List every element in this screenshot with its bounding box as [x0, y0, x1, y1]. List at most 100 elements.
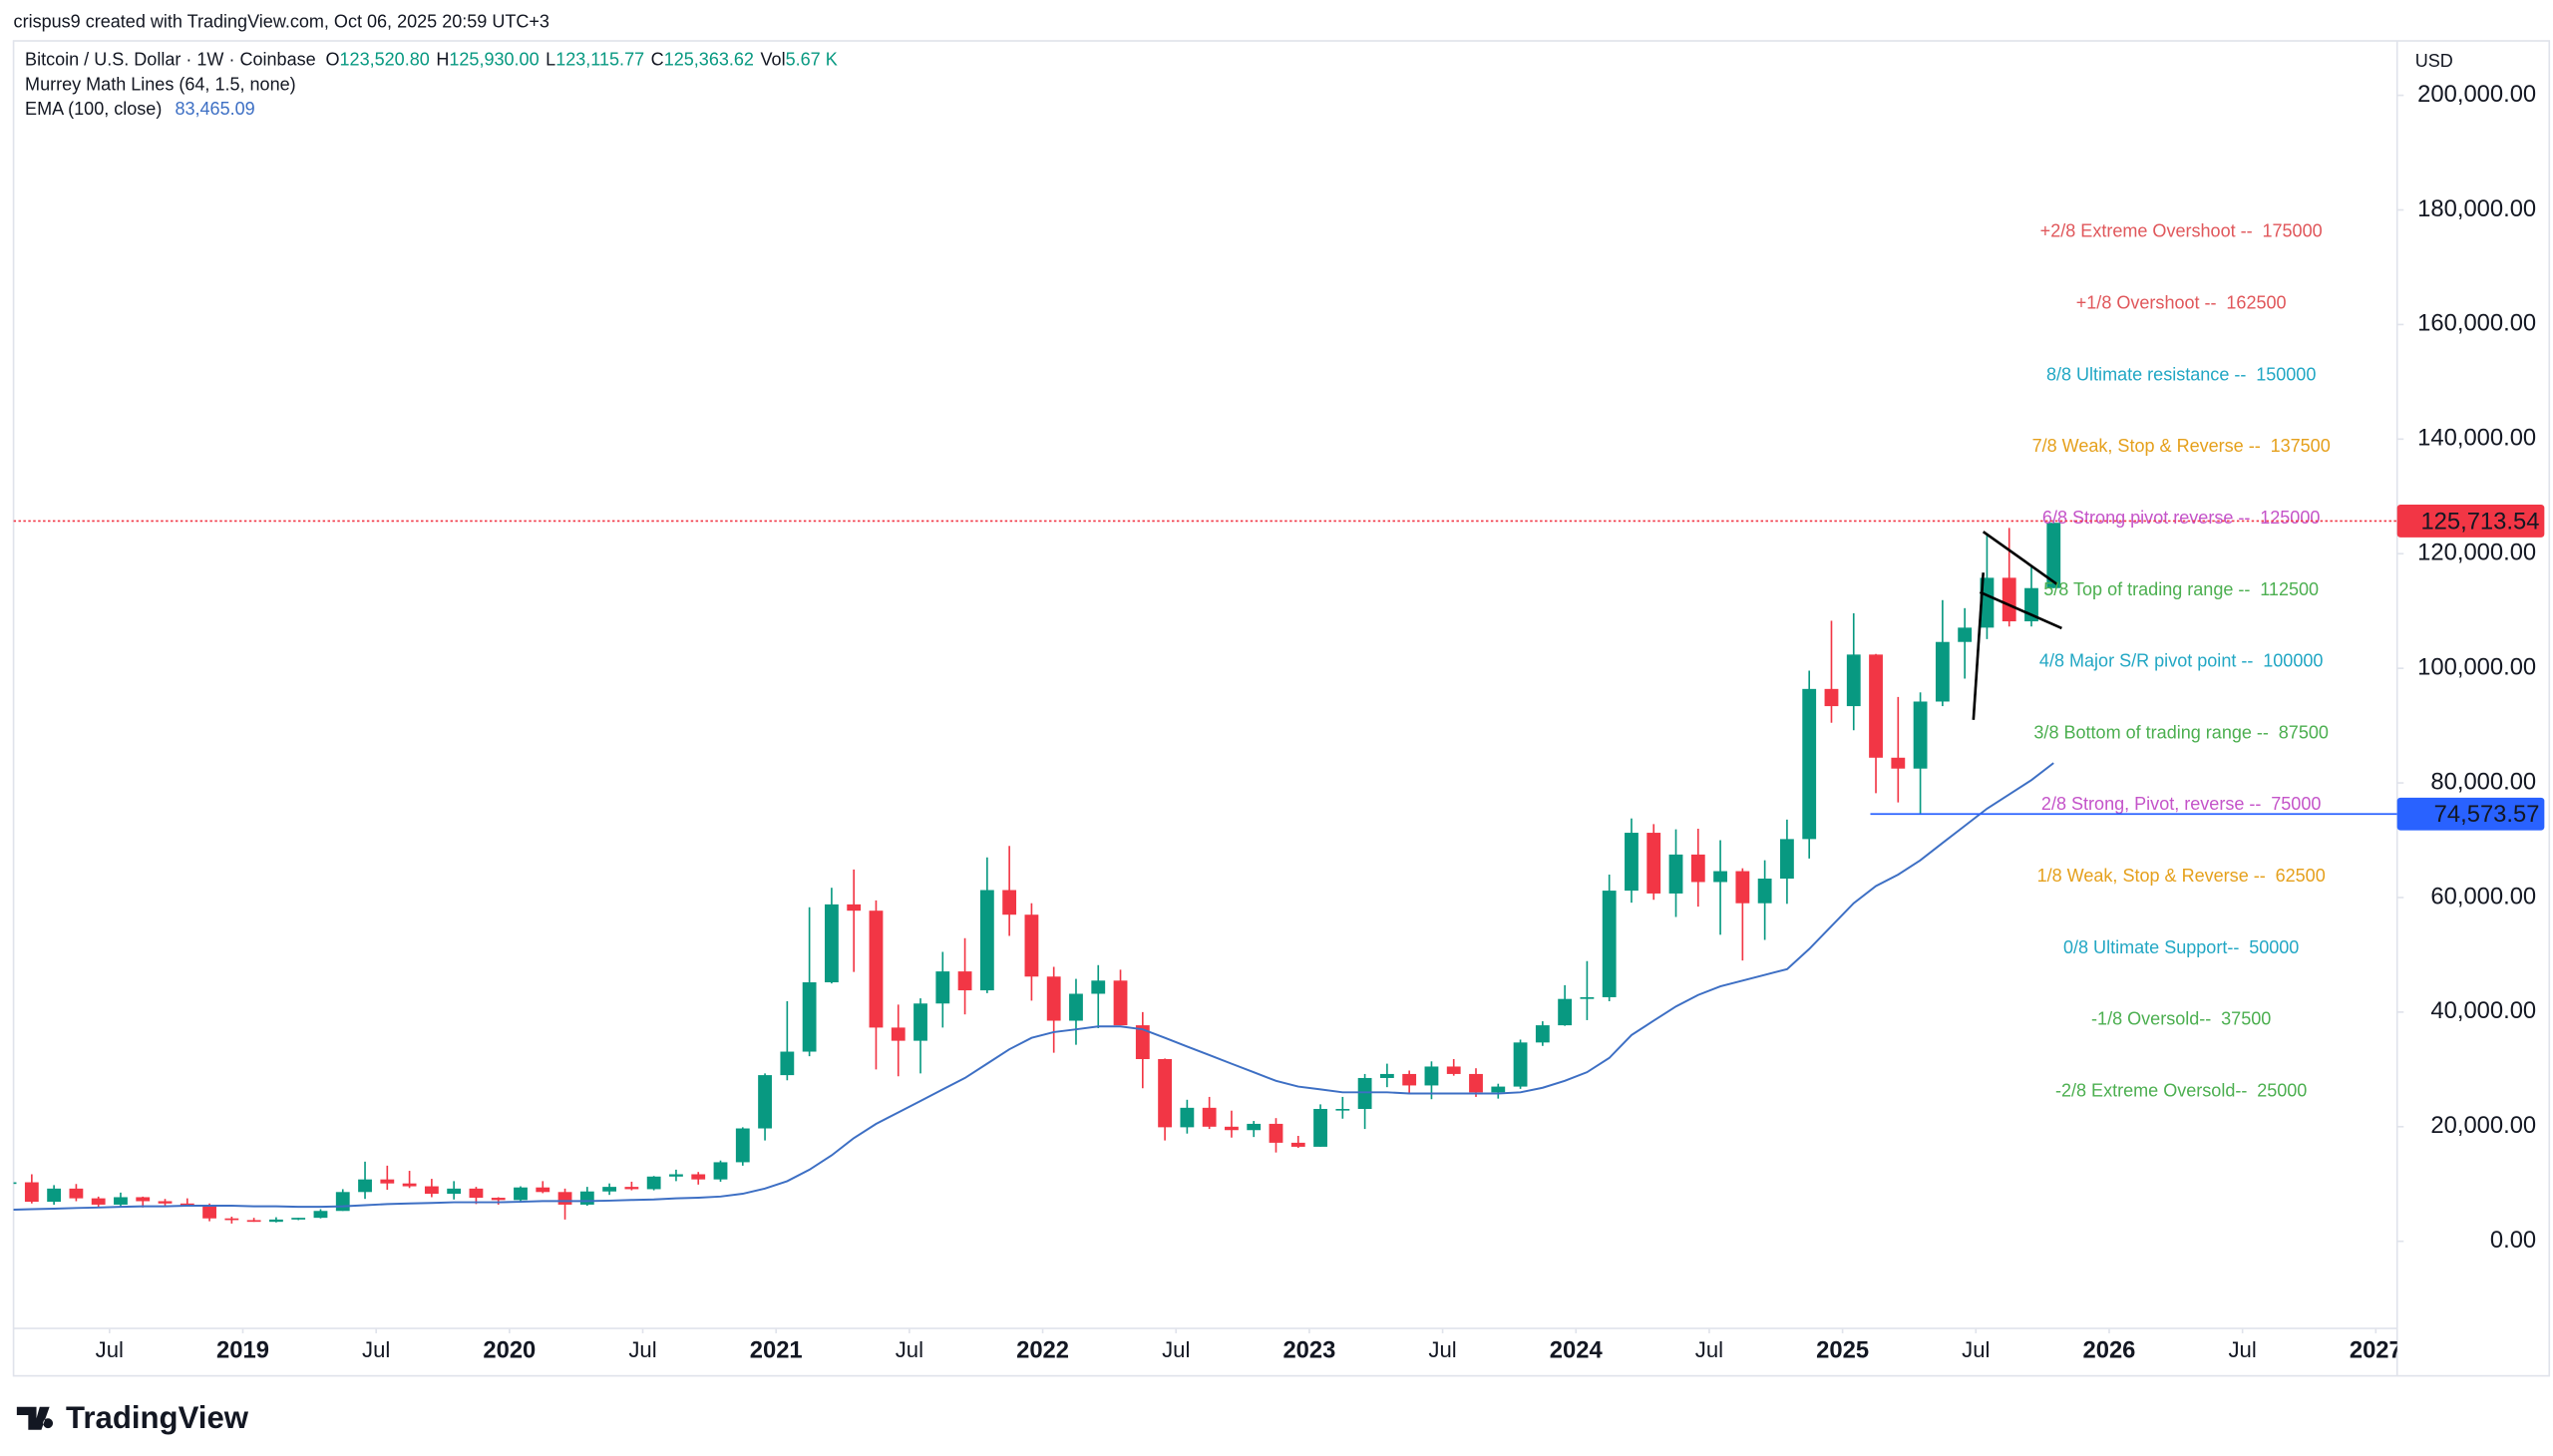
murrey-name: 5/8 Top of trading range --	[2043, 579, 2250, 599]
candle-body	[1024, 914, 1039, 977]
candle-body	[158, 1201, 173, 1204]
candle-body	[1891, 757, 1906, 769]
candle-body	[1379, 1073, 1394, 1078]
murrey-name: 3/8 Bottom of trading range --	[2033, 722, 2269, 742]
candle-body	[1713, 871, 1727, 883]
candle-body	[691, 1174, 706, 1180]
murrey-value: 100000	[2263, 650, 2323, 670]
x-tick-label: Jul	[1162, 1337, 1190, 1362]
candle-body	[1069, 993, 1083, 1021]
y-tick-label: 160,000.00	[2417, 310, 2536, 337]
x-tick-label: 2026	[2083, 1336, 2136, 1363]
murrey-name: 7/8 Weak, Stop & Reverse --	[2032, 436, 2261, 456]
ema-line	[13, 762, 2054, 1211]
candle-body	[1113, 980, 1128, 1026]
chart-frame	[12, 40, 2551, 1377]
candle-body	[1180, 1107, 1195, 1128]
candle-body	[1735, 871, 1750, 904]
candle-body	[1135, 1025, 1150, 1060]
candle-body	[136, 1197, 151, 1202]
indicator-value: 83,465.09	[175, 99, 254, 119]
murrey-value: 112500	[2260, 579, 2319, 599]
candle-body	[1690, 854, 1705, 883]
legend: Bitcoin / U.S. Dollar · 1W · Coinbase O12…	[25, 49, 838, 118]
candle-body	[1558, 998, 1573, 1026]
murrey-value: 50000	[2249, 937, 2299, 957]
murrey-value: 87500	[2279, 722, 2329, 742]
y-tick-label: 80,000.00	[2430, 768, 2536, 795]
murrey-label: 4/8 Major S/R pivot point -- 100000	[2039, 650, 2323, 670]
trend-line	[1979, 590, 2062, 630]
murrey-value: 37500	[2221, 1008, 2271, 1028]
x-tick-label: 2019	[216, 1336, 269, 1363]
ohlc-value: 123,520.80	[340, 49, 430, 69]
candle-body	[91, 1198, 106, 1205]
candle-body	[669, 1174, 683, 1177]
candle-body	[224, 1218, 239, 1221]
candle-body	[114, 1197, 128, 1205]
candle-body	[380, 1179, 395, 1184]
candle-body	[1491, 1086, 1506, 1093]
x-tick-label: Jul	[362, 1337, 390, 1362]
murrey-value: 75000	[2271, 794, 2321, 814]
murrey-label: -1/8 Oversold-- 37500	[2091, 1008, 2271, 1028]
candle-body	[847, 904, 862, 911]
murrey-value: 137500	[2271, 436, 2331, 456]
ohlc-key: L	[546, 49, 555, 69]
murrey-label: 0/8 Ultimate Support-- 50000	[2063, 937, 2299, 957]
candle-body	[1780, 839, 1794, 880]
candle-body	[935, 971, 950, 1004]
murrey-value: 62500	[2276, 866, 2326, 886]
candle-body	[1580, 996, 1595, 999]
y-tick-label: 20,000.00	[2430, 1112, 2536, 1139]
candle-body	[536, 1187, 550, 1193]
currency: USD	[2415, 51, 2453, 71]
x-tick-label: Jul	[1428, 1337, 1456, 1362]
candle-body	[424, 1186, 439, 1195]
candle-body	[1625, 833, 1639, 892]
candle-body	[1446, 1066, 1461, 1074]
candle-body	[824, 904, 839, 983]
candle-body	[402, 1183, 417, 1187]
price-tags: 125,713.54 74,573.57	[2396, 505, 2545, 831]
candle-body	[1602, 891, 1617, 997]
price-tag	[2396, 797, 2545, 831]
murrey-label: 6/8 Strong pivot reverse -- 125000	[2042, 508, 2320, 528]
candle-body	[1846, 654, 1861, 707]
candle-body	[313, 1211, 328, 1219]
candles	[13, 520, 2061, 1224]
candle-body	[957, 971, 972, 991]
candle-body	[979, 890, 994, 991]
ohlc-value: 125,930.00	[449, 49, 539, 69]
candle-body	[1424, 1066, 1439, 1086]
candle-body	[1668, 854, 1683, 894]
candle-body	[24, 1182, 39, 1203]
candle-body	[1046, 976, 1061, 1021]
symbol-line: Bitcoin / U.S. Dollar · 1W · Coinbase O12…	[25, 49, 838, 69]
brand: TradingView	[66, 1400, 249, 1435]
candle-body	[758, 1075, 772, 1129]
price-tag-label: 74,573.57	[2434, 801, 2540, 828]
candle-body	[1513, 1042, 1528, 1087]
candle-body	[780, 1051, 795, 1076]
murrey-label: 1/8 Weak, Stop & Reverse -- 62500	[2037, 866, 2326, 886]
murrey-name: 2/8 Strong, Pivot, reverse --	[2041, 794, 2261, 814]
murrey-value: 175000	[2262, 220, 2322, 240]
x-tick-label: 2022	[1016, 1336, 1069, 1363]
ohlc-value: 123,115.77	[555, 49, 644, 69]
candle-body	[802, 982, 817, 1052]
candle-body	[1757, 879, 1772, 904]
murrey-name: 1/8 Weak, Stop & Reverse --	[2037, 866, 2266, 886]
y-tick-label: 60,000.00	[2430, 883, 2536, 910]
indicator: EMA (100, close) 83,465.09	[25, 99, 255, 119]
x-tick-label: Jul	[896, 1337, 923, 1362]
x-tick-label: 2023	[1282, 1336, 1335, 1363]
candle-body	[602, 1187, 617, 1192]
candle-body	[1202, 1107, 1217, 1127]
time-axis: Jul 2019 Jul 2020 Jul 2021 Jul 2022 Jul 2023 Jul 20…	[96, 1328, 2397, 1363]
murrey-label: 7/8 Weak, Stop & Reverse -- 137500	[2032, 436, 2331, 456]
x-tick-label: 2025	[1816, 1336, 1869, 1363]
candle-body	[1869, 654, 1883, 758]
candle-body	[1247, 1123, 1262, 1131]
murrey-name: -1/8 Oversold--	[2091, 1008, 2211, 1028]
